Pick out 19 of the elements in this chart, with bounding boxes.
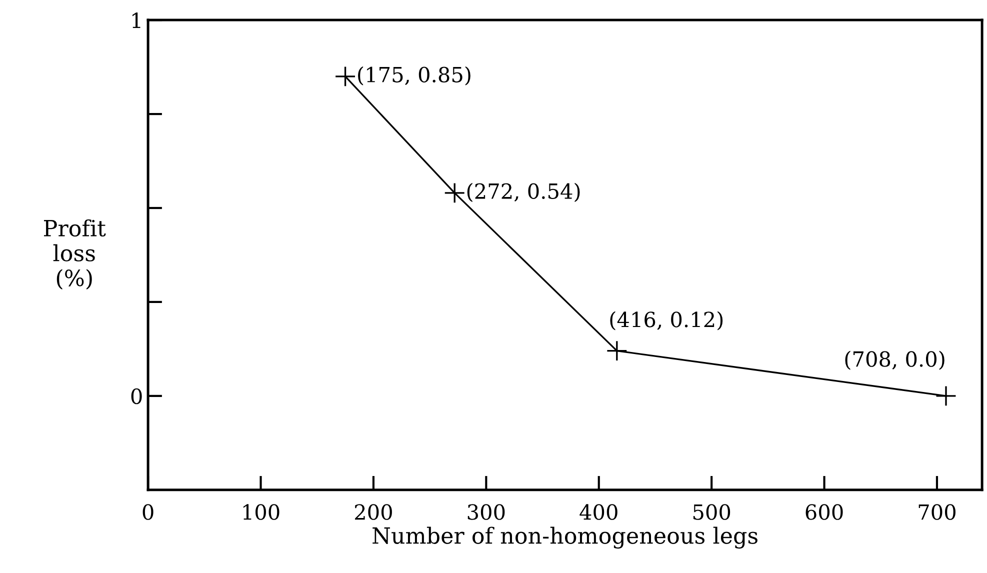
data-label: (175, 0.85) — [358, 66, 470, 86]
point — [935, 385, 957, 406]
x-tick-label: 700 — [918, 504, 956, 520]
data-label: (416, 0.12) — [610, 311, 723, 330]
y-axis-title: Profit loss (%) — [44, 219, 106, 290]
x-tick-label: 200 — [354, 504, 392, 520]
x-tick-label: 600 — [806, 504, 843, 520]
point — [444, 182, 466, 204]
x-tick-label: 500 — [693, 504, 730, 520]
point — [334, 66, 356, 87]
data-label: (272, 0.54) — [467, 182, 580, 202]
x-tick-label: 100 — [243, 504, 280, 520]
x-axis-title: Number of non-homogeneous legs — [372, 526, 758, 549]
x-tick-label: 0 — [142, 504, 154, 520]
y-tick-label: 1 — [132, 12, 140, 28]
point — [606, 340, 628, 362]
x-tick-label: 400 — [580, 504, 618, 520]
data-label: (708, 0.0) — [845, 350, 944, 370]
x-tick-label: 300 — [468, 504, 505, 520]
